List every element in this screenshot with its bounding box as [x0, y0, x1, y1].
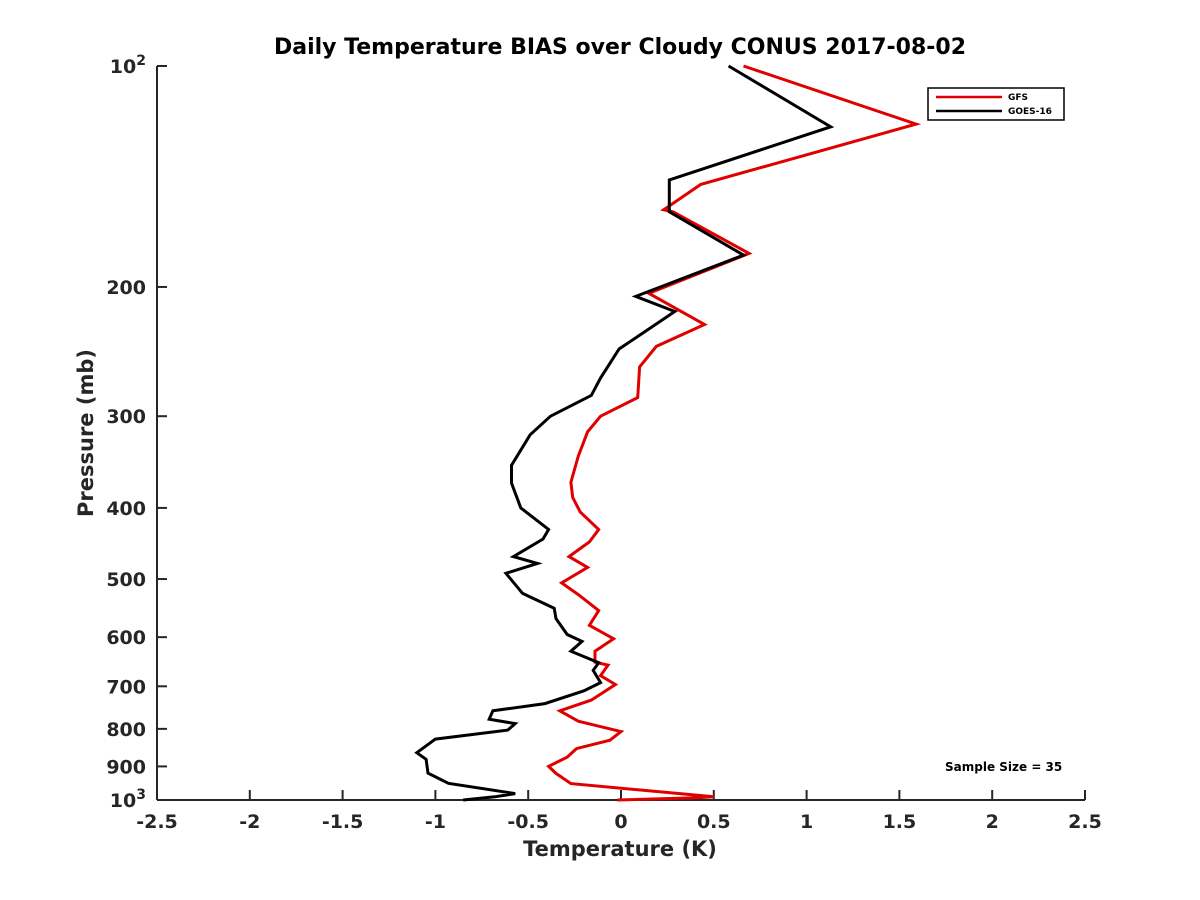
- y-tick-label: 500: [106, 569, 146, 591]
- x-tick-label: -1: [425, 811, 446, 833]
- legend: GFS GOES-16: [927, 87, 1065, 121]
- x-tick-label: -0.5: [507, 811, 549, 833]
- y-axis-label: Pressure (mb): [74, 349, 98, 517]
- x-tick-label: 1: [800, 811, 813, 833]
- series-line-gfs: [546, 64, 922, 802]
- sample-size-annotation: Sample Size = 35: [945, 760, 1062, 774]
- x-tick-label: 2.5: [1068, 811, 1102, 833]
- x-tick-label: 0: [614, 811, 627, 833]
- x-axis-label: Temperature (K): [523, 837, 717, 861]
- y-tick-label: 200: [106, 277, 146, 299]
- legend-label-gfs: GFS: [1008, 93, 1028, 103]
- y-tick-label: 600: [106, 627, 146, 649]
- y-tick-label: 102: [110, 53, 146, 78]
- x-tick-label: 1.5: [883, 811, 917, 833]
- series-layer: [414, 64, 922, 802]
- y-tick-label: 103: [110, 787, 146, 812]
- x-tick-label: -1.5: [322, 811, 364, 833]
- y-tick-label: 700: [106, 676, 146, 698]
- x-tick-label: -2.5: [136, 811, 178, 833]
- y-tick-label: 800: [106, 719, 146, 741]
- y-tick-label: 900: [106, 756, 146, 778]
- x-tick-label: -2: [239, 811, 260, 833]
- chart-title: Daily Temperature BIAS over Cloudy CONUS…: [274, 35, 966, 60]
- x-tick-label: 0.5: [697, 811, 731, 833]
- legend-box: [927, 87, 1065, 121]
- y-tick-label: 400: [106, 498, 146, 520]
- x-tick-label: 2: [986, 811, 999, 833]
- series-line-goes16: [414, 64, 835, 802]
- y-tick-label: 300: [106, 406, 146, 428]
- legend-label-goes16: GOES-16: [1008, 107, 1052, 117]
